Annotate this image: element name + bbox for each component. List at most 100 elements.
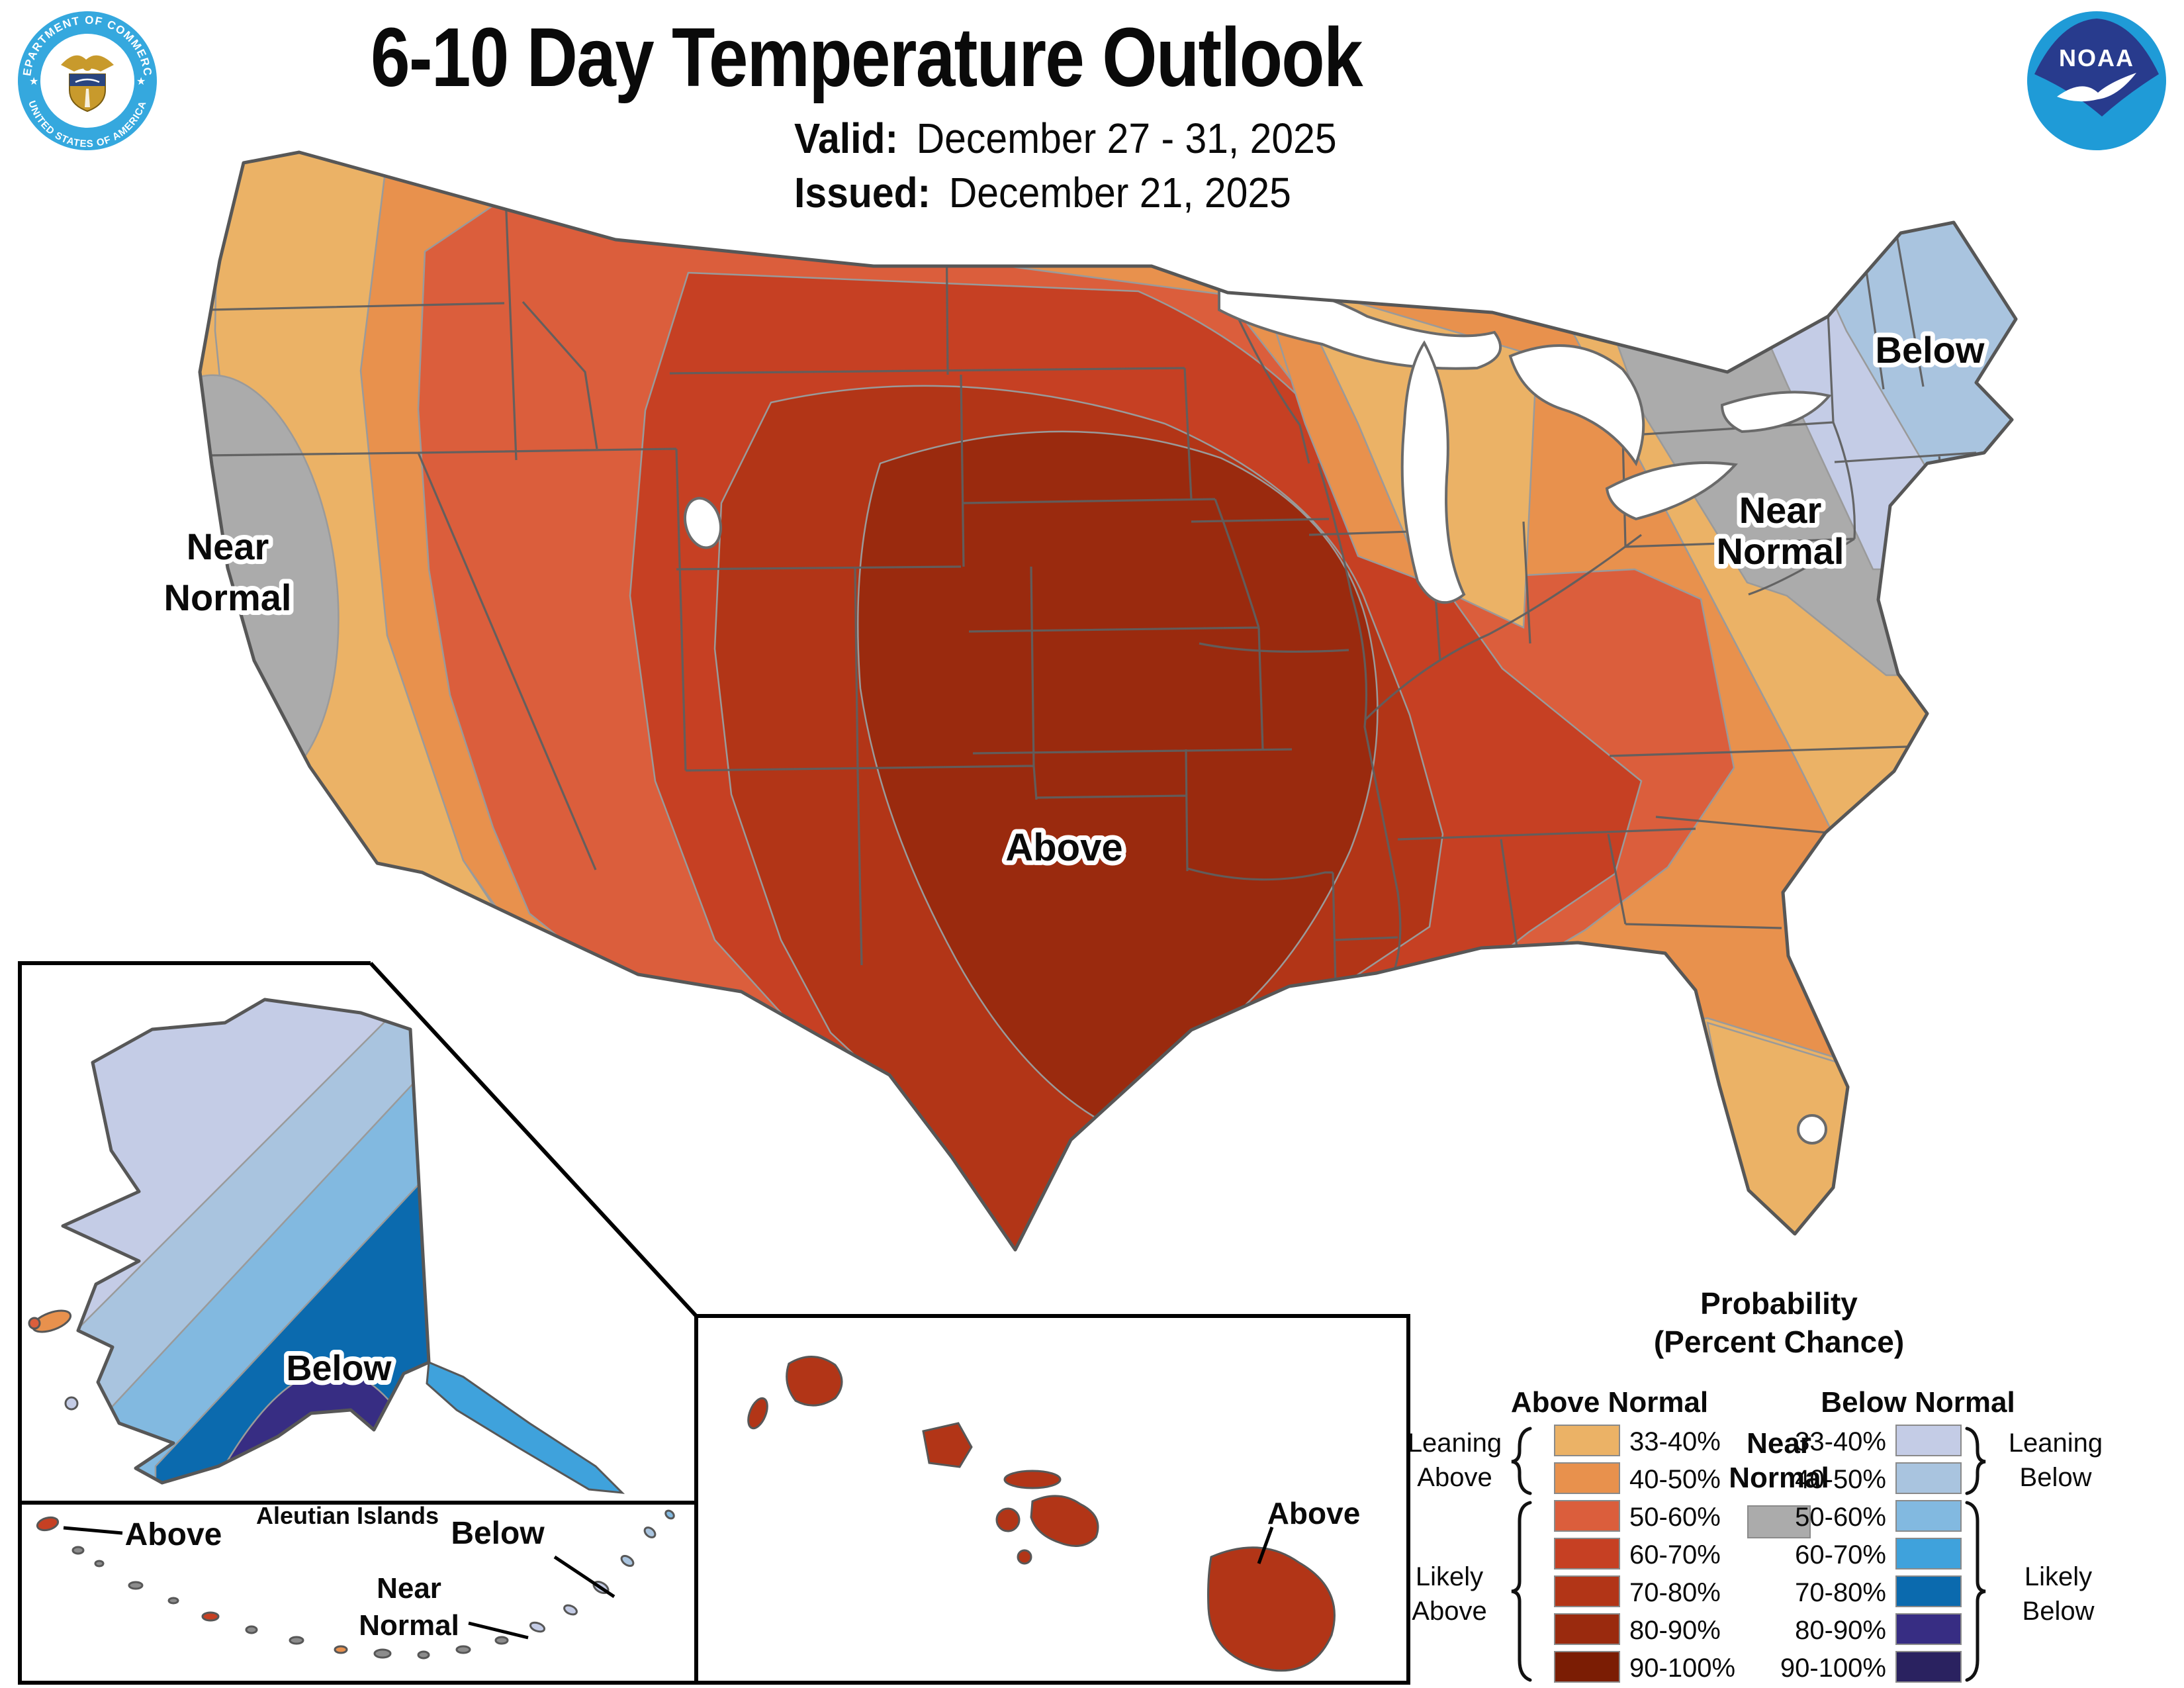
aleutian-below-callout — [553, 1555, 615, 1599]
below-swatch-40-50 — [1895, 1462, 1962, 1494]
lake-erie — [1605, 461, 1738, 521]
below-swatch-70-80 — [1895, 1575, 1962, 1607]
commerce-eagle-shield — [61, 55, 114, 113]
below-swatch-50-60 — [1895, 1500, 1962, 1532]
label-near-normal-east-line2: Normal — [1717, 530, 1844, 572]
above-swatch-33-40 — [1554, 1425, 1620, 1456]
likely-below-line2: Below — [2022, 1597, 2095, 1626]
below-swatch-80-90 — [1895, 1613, 1962, 1645]
inset-borders — [18, 961, 1410, 1685]
above-swatch-50-60 — [1554, 1500, 1620, 1532]
above-range-1: 40-50% — [1629, 1465, 1721, 1494]
legend-near-normal-line2: Normal — [1729, 1462, 1829, 1494]
above-range-5: 80-90% — [1629, 1616, 1721, 1645]
label-aleutian-near-line1: Near — [377, 1572, 441, 1605]
page-title: 6-10 Day Temperature Outlook — [371, 11, 1363, 104]
issued-label: Issued: — [794, 169, 931, 216]
label-hawaii-above: Above — [1267, 1496, 1361, 1530]
legend-title-line1: Probability — [1700, 1286, 1858, 1321]
valid-label: Valid: — [794, 115, 899, 162]
aleutian-above-callout — [63, 1526, 123, 1535]
below-swatch-60-70 — [1895, 1538, 1962, 1570]
above-range-2: 50-60% — [1629, 1503, 1721, 1532]
great-salt-lake — [684, 496, 722, 549]
aleutian-inset: Above Aleutian Islands Below Near Normal — [36, 1502, 675, 1660]
lake-okeechobee — [1797, 1114, 1827, 1145]
likely-above-brace — [1511, 1501, 1532, 1682]
legend-above-header: Above Normal — [1510, 1386, 1709, 1419]
band-above-80-90 — [857, 430, 1379, 1120]
above-swatch-80-90 — [1554, 1613, 1620, 1645]
near-normal-swatch — [1747, 1505, 1811, 1538]
alaska-outline — [61, 998, 431, 1485]
likely-above-line1: Likely — [1415, 1562, 1484, 1591]
noaa-logo-text: NOAA — [2059, 44, 2134, 71]
below-range-6: 90-100% — [1780, 1654, 1886, 1683]
lake-huron — [1508, 344, 1645, 467]
label-near-normal-east-line1: Near — [1739, 489, 1822, 531]
leaning-below-brace — [1965, 1427, 1986, 1495]
above-range-4: 70-80% — [1629, 1578, 1721, 1607]
below-range-4: 70-80% — [1795, 1578, 1886, 1607]
below-range-3: 60-70% — [1795, 1540, 1886, 1570]
noaa-logo: NOAA — [2027, 11, 2166, 150]
likely-above-line2: Above — [1412, 1597, 1487, 1626]
leaning-above-line1: Leaning — [1407, 1429, 1502, 1458]
leaning-above-brace — [1511, 1427, 1532, 1495]
lake-ontario — [1720, 391, 1832, 434]
commerce-seal-star-right: ★ — [136, 76, 146, 87]
st-lawrence-west-tip — [28, 1317, 41, 1330]
label-near-normal-west-line2: Normal — [164, 577, 292, 618]
label-near-normal-west-line1: Near — [187, 526, 269, 567]
below-swatch-90-100 — [1895, 1651, 1962, 1683]
leaning-below-line1: Leaning — [2008, 1429, 2103, 1458]
alaska-panhandle — [426, 1360, 625, 1494]
below-swatch-33-40 — [1895, 1425, 1962, 1456]
above-range-0: 33-40% — [1629, 1427, 1721, 1456]
lake-michigan — [1400, 340, 1466, 604]
below-range-5: 80-90% — [1795, 1616, 1886, 1645]
nunivak-island — [64, 1396, 79, 1411]
above-range-6: 90-100% — [1629, 1654, 1736, 1683]
legend-below-header: Below Normal — [1821, 1386, 2015, 1419]
legend-braces — [1511, 1427, 1986, 1682]
leaning-below-line2: Below — [2019, 1463, 2092, 1492]
below-range-0: 33-40% — [1795, 1427, 1886, 1456]
aleutian-islands-chain — [36, 1509, 675, 1660]
below-range-2: 50-60% — [1795, 1503, 1886, 1532]
legend-near-normal-line1: Near — [1747, 1427, 1811, 1460]
commerce-seal-star-left: ★ — [29, 76, 38, 87]
likely-below-brace — [1965, 1501, 1986, 1682]
above-swatch-60-70 — [1554, 1538, 1620, 1570]
above-swatch-40-50 — [1554, 1462, 1620, 1494]
label-alaska-below: Below — [286, 1348, 392, 1388]
valid-row: Valid: December 27 - 31, 2025 — [794, 114, 1337, 163]
label-aleutian-near-line2: Normal — [359, 1609, 459, 1642]
label-aleutian-below: Below — [451, 1516, 545, 1551]
label-aleutian-above: Above — [125, 1517, 222, 1552]
issued-value: December 21, 2025 — [948, 169, 1291, 216]
label-below-northeast: Below — [1876, 329, 1985, 371]
hawaii-inset: Above — [747, 1356, 1361, 1672]
aleutian-near-callout — [468, 1621, 529, 1640]
above-swatch-90-100 — [1554, 1651, 1620, 1683]
legend-title-line2: (Percent Chance) — [1653, 1325, 1905, 1359]
above-range-3: 60-70% — [1629, 1540, 1721, 1570]
alaska-inset: Below — [28, 998, 625, 1494]
likely-below-line1: Likely — [2024, 1562, 2093, 1591]
label-aleutian-title: Aleutian Islands — [256, 1502, 439, 1529]
above-swatch-70-80 — [1554, 1575, 1620, 1607]
commerce-seal: DEPARTMENT OF COMMERCE UNITED STATES OF … — [18, 11, 157, 150]
conus-outline — [198, 150, 2018, 1252]
issued-row: Issued: December 21, 2025 — [794, 168, 1291, 217]
valid-value: December 27 - 31, 2025 — [916, 115, 1337, 162]
state-borders — [206, 162, 1977, 986]
noaa-gull-icon — [2057, 73, 2136, 102]
label-above-center: Above — [1005, 826, 1122, 869]
below-range-1: 40-50% — [1795, 1465, 1886, 1494]
leaning-above-line2: Above — [1417, 1463, 1492, 1492]
hawaii-above-callout — [1257, 1526, 1274, 1564]
hawaiian-islands — [747, 1356, 1336, 1672]
